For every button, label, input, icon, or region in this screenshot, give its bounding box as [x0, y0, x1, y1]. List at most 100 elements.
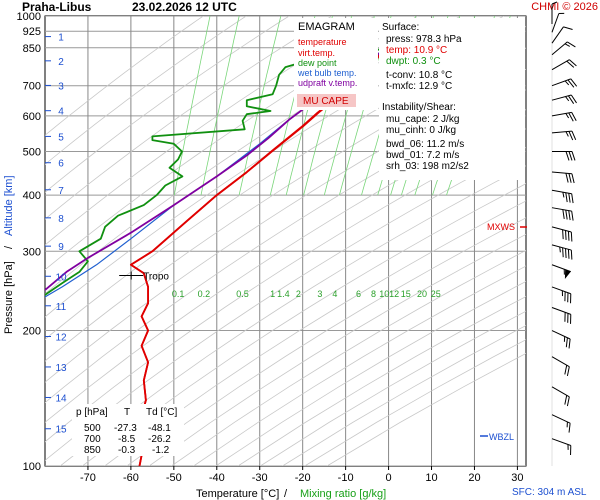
temperature-tick-label: -60: [123, 472, 139, 484]
mixing-ratio-label: 25: [431, 289, 441, 299]
wbzl-label: WBZL: [489, 432, 514, 442]
wind-barb-full: [571, 173, 575, 184]
wind-barb-full: [565, 192, 568, 203]
dry-adiabat: [45, 16, 290, 193]
wind-barb-half: [563, 336, 566, 342]
wind-barb: [551, 356, 570, 377]
wind-barb-full: [568, 59, 577, 67]
wind-barb: [551, 307, 572, 324]
wind-barb-shaft: [551, 111, 572, 117]
pressure-tick-label: 1000: [17, 11, 41, 23]
wind-barb-half: [565, 96, 570, 102]
x-axis-title: Temperature [°C]: [196, 488, 279, 500]
mixing-ratio-label: 0.2: [198, 289, 211, 299]
altitude-tick-label: 13: [55, 363, 67, 374]
dry-adiabat: [45, 147, 526, 461]
dry-adiabat: [104, 200, 526, 466]
wind-barb: [551, 264, 571, 280]
wind-barb-full: [567, 79, 575, 88]
wind-barb-shaft: [551, 130, 572, 134]
wind-barb-shaft: [551, 244, 572, 251]
instability-title: Instability/Shear:: [382, 102, 456, 113]
wind-barb-shaft: [551, 414, 571, 424]
pressure-tick-label: 400: [23, 190, 41, 202]
levels-table-cell: -8.5: [118, 434, 136, 445]
wind-barb-full: [570, 231, 573, 242]
levels-table-cell: -27.3: [114, 423, 137, 434]
surface-altitude-label: SFC: 304 m ASL: [512, 487, 587, 498]
levels-table-cell: -0.3: [118, 445, 136, 456]
wind-barb-full: [571, 193, 574, 204]
wind-barb-shaft: [551, 189, 572, 195]
dry-adiabat: [45, 48, 526, 362]
levels-table-header: p [hPa]: [76, 407, 108, 418]
wind-barb-full: [566, 366, 570, 377]
temperature-tick-label: -40: [209, 472, 225, 484]
mixing-ratio-label: 6: [356, 289, 361, 299]
surface-title: Surface:: [382, 22, 419, 33]
temperature-tick-label: 20: [468, 472, 480, 484]
info-panel: Surface: press: 978.3 hPa temp: 10.9 °C …: [379, 18, 525, 180]
wind-barb-full: [568, 423, 571, 433]
x-axis-title-mixing: Mixing ratio [g/kg]: [300, 488, 386, 500]
altitude-tick-label: 1: [58, 33, 64, 44]
levels-table-bg: [72, 404, 184, 456]
altitude-tick-label: 8: [58, 214, 64, 225]
wind-barb: [551, 94, 577, 104]
mixing-ratio-label: 0.1: [172, 289, 185, 299]
mixing-ratio-label: 1: [270, 289, 275, 299]
wind-barb-shaft: [551, 226, 572, 233]
wind-barb-shaft: [551, 13, 560, 33]
wind-barb-full: [570, 293, 572, 304]
mixing-ratio-label: 20: [417, 289, 427, 299]
legend-item-virt-temp: virt.temp.: [298, 48, 335, 58]
temperature-tick-label: -10: [338, 472, 354, 484]
wind-barb-full: [567, 249, 570, 259]
mixing-ratio-label: 3: [317, 289, 322, 299]
wind-barb: [551, 244, 573, 260]
levels-table-cell: -48.1: [148, 423, 171, 434]
temperature-tick-label: 0: [386, 472, 392, 484]
mixing-ratio-label: 15: [401, 289, 411, 299]
wind-barb: [552, 150, 576, 161]
credit-label: CHMI © 2026: [531, 1, 598, 13]
dry-adiabat: [171, 249, 526, 466]
legend-item-dew-point: dew point: [298, 58, 337, 68]
wind-barb-full: [567, 231, 570, 241]
temperature-tick-label: 10: [425, 472, 437, 484]
wind-barb: [551, 78, 578, 88]
wind-barb-shaft: [551, 438, 571, 446]
levels-table-header: Td [°C]: [146, 407, 177, 418]
wind-barb: [551, 386, 570, 407]
info-panel-bg: [379, 18, 525, 180]
surface-tmxfc: t-mxfc: 12.9 °C: [386, 81, 452, 92]
altitude-tick-label: 12: [55, 332, 67, 343]
wind-barb-half: [561, 290, 564, 297]
altitude-tick-label: 4: [58, 107, 64, 118]
pressure-tick-label: 500: [23, 146, 41, 158]
mu-cape-badge: [297, 94, 356, 107]
wind-barb-full: [568, 112, 574, 122]
instability-line: bwd_06: 11.2 m/s: [386, 139, 464, 150]
wind-barb-shaft: [551, 356, 570, 368]
wind-barb-full: [563, 26, 573, 31]
legend: EMAGRAM temperature virt.temp. dew point…: [294, 18, 378, 110]
surface-press: press: 978.3 hPa: [386, 34, 462, 45]
wind-barb-full: [565, 173, 569, 183]
wind-barb-shaft: [551, 307, 571, 315]
wind-barb-full: [565, 151, 570, 161]
wind-barb: [551, 330, 571, 349]
wind-barb-full: [571, 130, 577, 140]
wind-barb-pennant: [564, 269, 571, 280]
pressure-axis: 1000 925 850 700 600 500 400 300 200 100: [17, 11, 41, 473]
wind-barb-full: [571, 112, 577, 121]
temperature-axis: -70 -60 -50 -40 -30 -20 -10 0 10 20 30: [80, 466, 524, 484]
wind-barb-full: [564, 395, 568, 405]
dry-adiabat: [45, 16, 204, 136]
legend-item-temperature: temperature: [298, 37, 347, 47]
temperature-tick-label: -70: [80, 472, 96, 484]
wind-barb-shaft: [551, 207, 572, 212]
wind-barb-full: [567, 292, 569, 303]
station-name: Praha-Libus: [22, 0, 92, 14]
